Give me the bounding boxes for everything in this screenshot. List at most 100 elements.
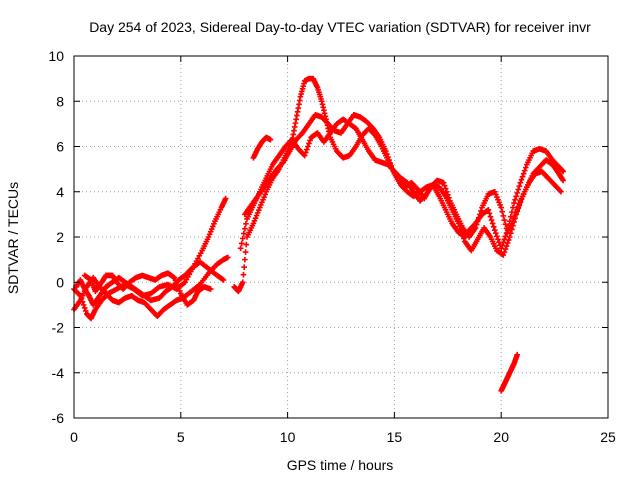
series-track-g: [237, 116, 564, 258]
data-point: [222, 195, 229, 202]
data-point: [478, 208, 484, 214]
data-point: [515, 205, 522, 212]
data-point: [512, 196, 518, 203]
data-point: [521, 167, 528, 174]
x-tick-label: 25: [600, 429, 616, 445]
data-point: [442, 185, 449, 192]
data-point: [493, 230, 499, 237]
data-point: [80, 302, 87, 308]
data-point: [518, 196, 525, 203]
data-point: [502, 221, 509, 227]
data-point: [514, 190, 521, 196]
data-point: [457, 226, 464, 233]
data-point: [491, 227, 498, 234]
data-point: [516, 183, 523, 189]
data-point: [305, 143, 311, 150]
data-point: [501, 249, 508, 255]
data-point: [516, 202, 523, 209]
data-point: [522, 164, 529, 171]
tick-labels: 0 5 10 15 20 25 -6 -4 -2 0 2 4 6 8 10: [48, 48, 616, 445]
gridlines: [74, 56, 608, 418]
data-point: [517, 179, 524, 186]
data-point: [560, 177, 566, 184]
data-point: [239, 279, 246, 286]
data-point: [511, 219, 517, 225]
chart-title: Day 254 of 2023, Sidereal Day-to-day VTE…: [89, 19, 591, 35]
data-point: [302, 149, 309, 156]
data-point: [558, 188, 564, 195]
data-point: [240, 271, 247, 278]
data-point: [224, 254, 231, 261]
data-point: [242, 249, 249, 255]
data-point: [243, 241, 250, 248]
data-point: [458, 229, 465, 236]
y-tick-label: 0: [56, 274, 64, 290]
data-point: [207, 286, 214, 292]
data-point: [306, 140, 312, 147]
data-point: [504, 240, 511, 246]
data-point: [474, 218, 481, 224]
y-tick-label: -4: [52, 365, 65, 381]
y-tick-label: -2: [52, 320, 65, 336]
data-point: [81, 305, 88, 311]
data-point: [461, 235, 467, 242]
series-track-i: [498, 351, 521, 394]
data-point: [505, 237, 512, 243]
data-point: [440, 179, 447, 186]
axis-ticks: [73, 55, 609, 419]
data-point: [498, 204, 504, 211]
data-point: [502, 246, 509, 252]
data-point: [242, 225, 248, 232]
data-point: [485, 207, 492, 213]
data-point: [519, 173, 526, 180]
data-point: [239, 235, 246, 242]
data-point: [243, 221, 249, 227]
data-point: [490, 224, 497, 230]
data-point: [520, 170, 527, 177]
data-point: [473, 221, 480, 228]
series-track-d: [81, 270, 214, 308]
data-point: [511, 200, 517, 206]
x-tick-label: 5: [177, 429, 185, 445]
data-point: [517, 199, 524, 206]
y-tick-label: 4: [56, 184, 64, 200]
data-point: [515, 186, 522, 193]
y-tick-label: 6: [56, 139, 64, 155]
data-point: [456, 223, 463, 230]
data-point: [508, 230, 514, 237]
data-points: [71, 75, 566, 394]
data-point: [509, 226, 515, 233]
data-point: [488, 217, 495, 223]
data-point: [518, 176, 525, 183]
x-axis-label: GPS time / hours: [287, 457, 394, 473]
data-point: [267, 136, 274, 143]
data-point: [486, 210, 493, 217]
data-point: [560, 168, 566, 175]
data-point: [383, 148, 389, 154]
y-tick-label: 2: [56, 229, 64, 245]
data-point: [514, 351, 521, 358]
data-point: [459, 232, 466, 239]
data-point: [487, 213, 494, 220]
data-point: [514, 208, 521, 215]
data-point: [242, 256, 248, 263]
y-tick-label: 10: [48, 48, 64, 64]
y-tick-label: 8: [56, 93, 64, 109]
data-point: [304, 146, 310, 153]
data-point: [489, 220, 496, 227]
data-point: [513, 211, 519, 218]
y-tick-label: -6: [52, 410, 65, 426]
data-point: [241, 264, 247, 270]
data-point: [512, 215, 518, 221]
data-point: [472, 225, 479, 231]
y-axis-label: SDTVAR / TECUs: [5, 182, 21, 294]
data-point: [510, 204, 516, 211]
data-point: [500, 252, 507, 258]
x-tick-label: 0: [70, 429, 78, 445]
data-point: [385, 154, 391, 160]
data-point: [513, 193, 519, 200]
data-point: [494, 233, 500, 240]
series-track-h: [250, 134, 274, 161]
data-point: [477, 211, 483, 218]
